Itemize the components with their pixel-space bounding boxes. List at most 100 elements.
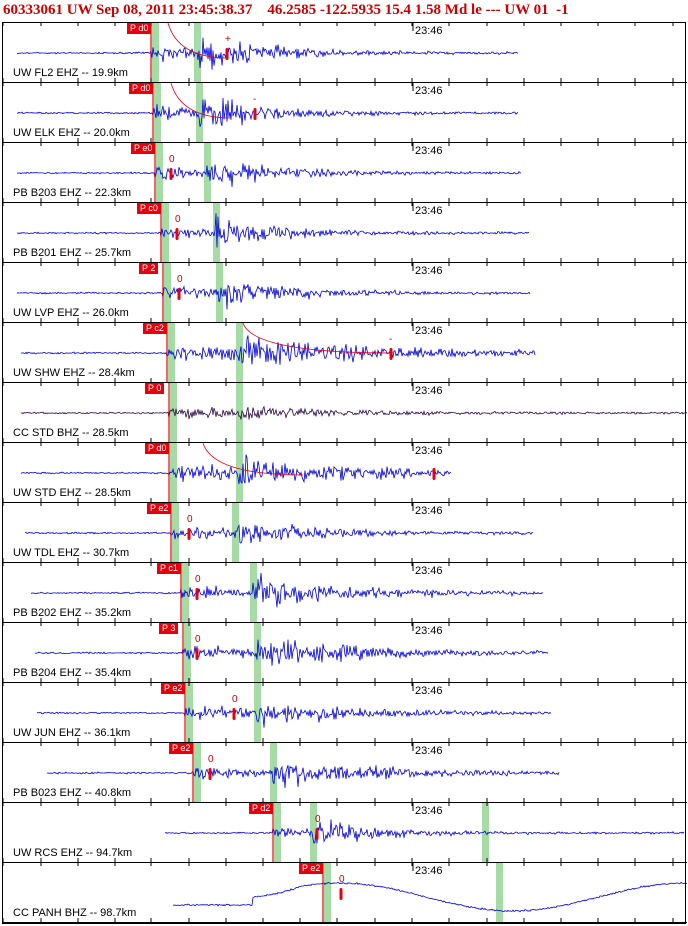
phase-tick-mark[interactable] xyxy=(225,48,229,60)
phase-weight-label: 0 xyxy=(208,754,214,765)
trace-panel[interactable]: 23:46 P c1 0 PB B202 EHZ -- 35.2km xyxy=(3,563,687,623)
station-label: PB B204 EHZ -- 35.4km xyxy=(13,667,131,679)
station-label: PB B201 EHZ -- 25.7km xyxy=(13,247,131,259)
trace-panel[interactable]: 23:46 P 0 CC STD BHZ -- 28.5km xyxy=(3,383,687,443)
trace-panel[interactable]: 23:46 P c0 0 PB B201 EHZ -- 25.7km xyxy=(3,203,687,263)
phase-tick-mark[interactable] xyxy=(195,648,199,660)
trace-canvas xyxy=(3,263,674,322)
phase-weight-label: + xyxy=(225,34,231,45)
trace-panel[interactable]: 23:46 P e0 0 PB B203 EHZ -- 22.3km xyxy=(3,143,687,203)
p-pick-tag[interactable]: P e2 xyxy=(299,863,324,874)
p-window-band xyxy=(156,143,163,202)
p-pick-tag[interactable]: P e2 xyxy=(169,743,194,754)
trace-canvas xyxy=(3,623,674,682)
p-pick-tag[interactable]: P e2 xyxy=(161,683,186,694)
station-label: PB B203 EHZ -- 22.3km xyxy=(13,187,131,199)
waveform-trace xyxy=(20,335,536,365)
phase-tick-mark[interactable] xyxy=(432,468,436,480)
p-pick-tag[interactable]: P 0 xyxy=(145,383,165,394)
minute-label: 23:46 xyxy=(415,25,443,37)
s-window-band xyxy=(250,563,257,622)
waveform-trace xyxy=(20,405,687,420)
station-label: CC STD BHZ -- 28.5km xyxy=(13,427,129,439)
p-pick-tag[interactable]: P d0 xyxy=(145,443,170,454)
trace-panel[interactable]: 23:46 P d0 + UW FL2 EHZ -- 19.9km xyxy=(3,23,687,83)
p-pick-tag[interactable]: P c0 xyxy=(137,203,161,214)
s-window-band xyxy=(236,443,243,502)
trace-canvas xyxy=(3,503,674,562)
p-pick-tag[interactable]: P e2 xyxy=(147,503,172,514)
phase-weight-label: 0 xyxy=(177,274,183,285)
p-pick-tag[interactable]: P 2 xyxy=(139,263,159,274)
phase-tick-mark[interactable] xyxy=(315,828,319,840)
station-label: UW FL2 EHZ -- 19.9km xyxy=(13,67,128,79)
waveform-trace xyxy=(24,523,533,544)
station-label: CC PANH BHZ -- 98.7km xyxy=(13,907,137,919)
coda-decay-curve xyxy=(170,83,232,119)
minute-label: 23:46 xyxy=(415,865,443,877)
trace-canvas xyxy=(3,203,674,262)
p-pick-tag[interactable]: P 3 xyxy=(159,623,179,634)
waveform-trace xyxy=(164,819,685,844)
phase-weight-label: 0 xyxy=(195,634,201,645)
phase-tick-mark[interactable] xyxy=(253,108,257,120)
coda-decay-curve xyxy=(167,23,229,59)
p-pick-tag[interactable]: P d0 xyxy=(129,83,154,94)
phase-weight-label: 0 xyxy=(187,514,193,525)
trace-panel[interactable]: 23:46 P d2 0 UW RCS EHZ -- 94.7km xyxy=(3,803,687,863)
waveform-trace xyxy=(20,454,451,485)
station-label: PB B202 EHZ -- 35.2km xyxy=(13,607,131,619)
minute-label: 23:46 xyxy=(415,805,443,817)
trace-canvas xyxy=(3,443,674,502)
s-window-band xyxy=(216,263,223,322)
waveform-trace xyxy=(46,764,560,789)
trace-canvas xyxy=(3,743,674,802)
trace-panel[interactable]: 23:46 P d0 UW STD EHZ -- 28.5km xyxy=(3,443,687,503)
p-pick-tag[interactable]: P e0 xyxy=(131,143,156,154)
minute-label: 23:46 xyxy=(415,625,443,637)
phase-tick-mark[interactable] xyxy=(232,708,236,720)
p-pick-tag[interactable]: P c1 xyxy=(157,563,181,574)
trace-canvas xyxy=(3,563,674,622)
phase-tick-mark[interactable] xyxy=(389,348,393,360)
minute-label: 23:46 xyxy=(415,745,443,757)
p-pick-tag[interactable]: P d2 xyxy=(249,803,274,814)
s-window-band xyxy=(194,23,201,82)
seismogram-panels: 23:46 P d0 + UW FL2 EHZ -- 19.9km 23:46 P d0 -… xyxy=(2,22,687,924)
s-window-band xyxy=(236,383,243,442)
trace-panel[interactable]: 23:46 P c2 - UW SHW EHZ -- 28.4km xyxy=(3,323,687,383)
station-label: UW STD EHZ -- 28.5km xyxy=(13,487,131,499)
waveform-trace xyxy=(172,881,687,913)
trace-panel[interactable]: 23:46 P e2 0 CC PANH BHZ -- 98.7km xyxy=(3,863,687,923)
station-label: UW RCS EHZ -- 94.7km xyxy=(13,847,133,859)
phase-weight-label: - xyxy=(253,94,257,105)
minute-label: 23:46 xyxy=(415,265,443,277)
trace-canvas xyxy=(3,803,685,862)
phase-tick-mark[interactable] xyxy=(187,528,191,540)
station-label: UW ELK EHZ -- 20.0km xyxy=(13,127,130,139)
phase-tick-mark[interactable] xyxy=(208,768,212,780)
station-label: PB B023 EHZ -- 40.8km xyxy=(13,787,131,799)
minute-label: 23:46 xyxy=(415,445,443,457)
p-window-band xyxy=(170,383,177,442)
phase-tick-mark[interactable] xyxy=(339,888,343,900)
minute-label: 23:46 xyxy=(415,505,443,517)
p-pick-tag[interactable]: P d0 xyxy=(127,23,152,34)
phase-tick-mark[interactable] xyxy=(177,288,181,300)
p-window-band xyxy=(172,503,179,562)
trace-panel[interactable]: 23:46 P d0 - UW ELK EHZ -- 20.0km xyxy=(3,83,687,143)
phase-tick-mark[interactable] xyxy=(169,168,173,180)
s-window-band xyxy=(236,323,243,382)
trace-panel[interactable]: 23:46 P 2 0 UW LVP EHZ -- 26.0km xyxy=(3,263,687,323)
phase-weight-label: 0 xyxy=(175,214,181,225)
trace-panel[interactable]: 23:46 P e2 0 UW TDL EHZ -- 30.7km xyxy=(3,503,687,563)
event-header: 60333061 UW Sep 08, 2011 23:45:38.37 46.… xyxy=(3,2,569,18)
trace-panel[interactable]: 23:46 P e2 0 UW JUN EHZ -- 36.1km xyxy=(3,683,687,743)
phase-tick-mark[interactable] xyxy=(195,588,199,600)
minute-label: 23:46 xyxy=(415,565,443,577)
p-pick-tag[interactable]: P c2 xyxy=(143,323,167,334)
trace-panel[interactable]: 23:46 P e2 0 PB B023 EHZ -- 40.8km xyxy=(3,743,687,803)
trace-panel[interactable]: 23:46 P 3 0 PB B204 EHZ -- 35.4km xyxy=(3,623,687,683)
minute-label: 23:46 xyxy=(415,85,443,97)
phase-tick-mark[interactable] xyxy=(175,228,179,240)
